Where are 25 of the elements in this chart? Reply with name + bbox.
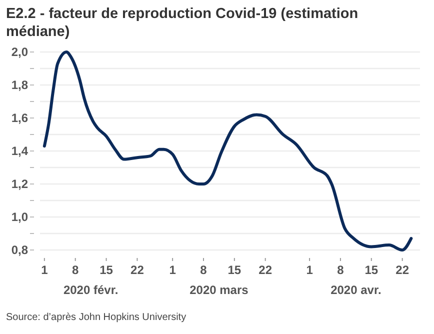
x-tick-label: 15 — [364, 263, 378, 277]
x-tick-label: 1 — [41, 263, 48, 277]
y-tick-label: 1,4 — [11, 144, 28, 158]
x-tick-label: 1 — [169, 263, 176, 277]
x-tick-label: 1 — [306, 263, 314, 277]
y-tick-label: 1,2 — [11, 177, 28, 192]
text: 2020 avr. — [330, 283, 382, 297]
y-tick-label: 1,8 — [11, 78, 28, 92]
x-tick-label: 15 — [228, 263, 242, 277]
x-tick-label: 22 — [396, 263, 410, 277]
x-tick-label: 8 — [200, 263, 208, 277]
y-tick-label: 2,0 — [11, 45, 28, 60]
y-tick-label: 0,8 — [11, 243, 28, 258]
x-tick-label: 22 — [130, 263, 144, 277]
text: 2020 mars — [190, 283, 249, 297]
line-series — [42, 50, 413, 252]
y-tick-label: 1,0 — [11, 210, 28, 224]
x-tick-label: 8 — [72, 263, 80, 277]
source-note: Source: d’après John Hopkins University — [6, 312, 186, 323]
x-tick-label: 8 — [337, 263, 344, 277]
chart-title: E2.2 - facteur de reproduction Covid-19 (estimation médiane) — [6, 6, 358, 40]
x-tick-label: 22 — [258, 263, 272, 277]
y-tick-label: 1,6 — [11, 111, 28, 126]
x-tick-label: 15 — [100, 263, 114, 277]
text: 2020 févr. — [63, 283, 118, 297]
